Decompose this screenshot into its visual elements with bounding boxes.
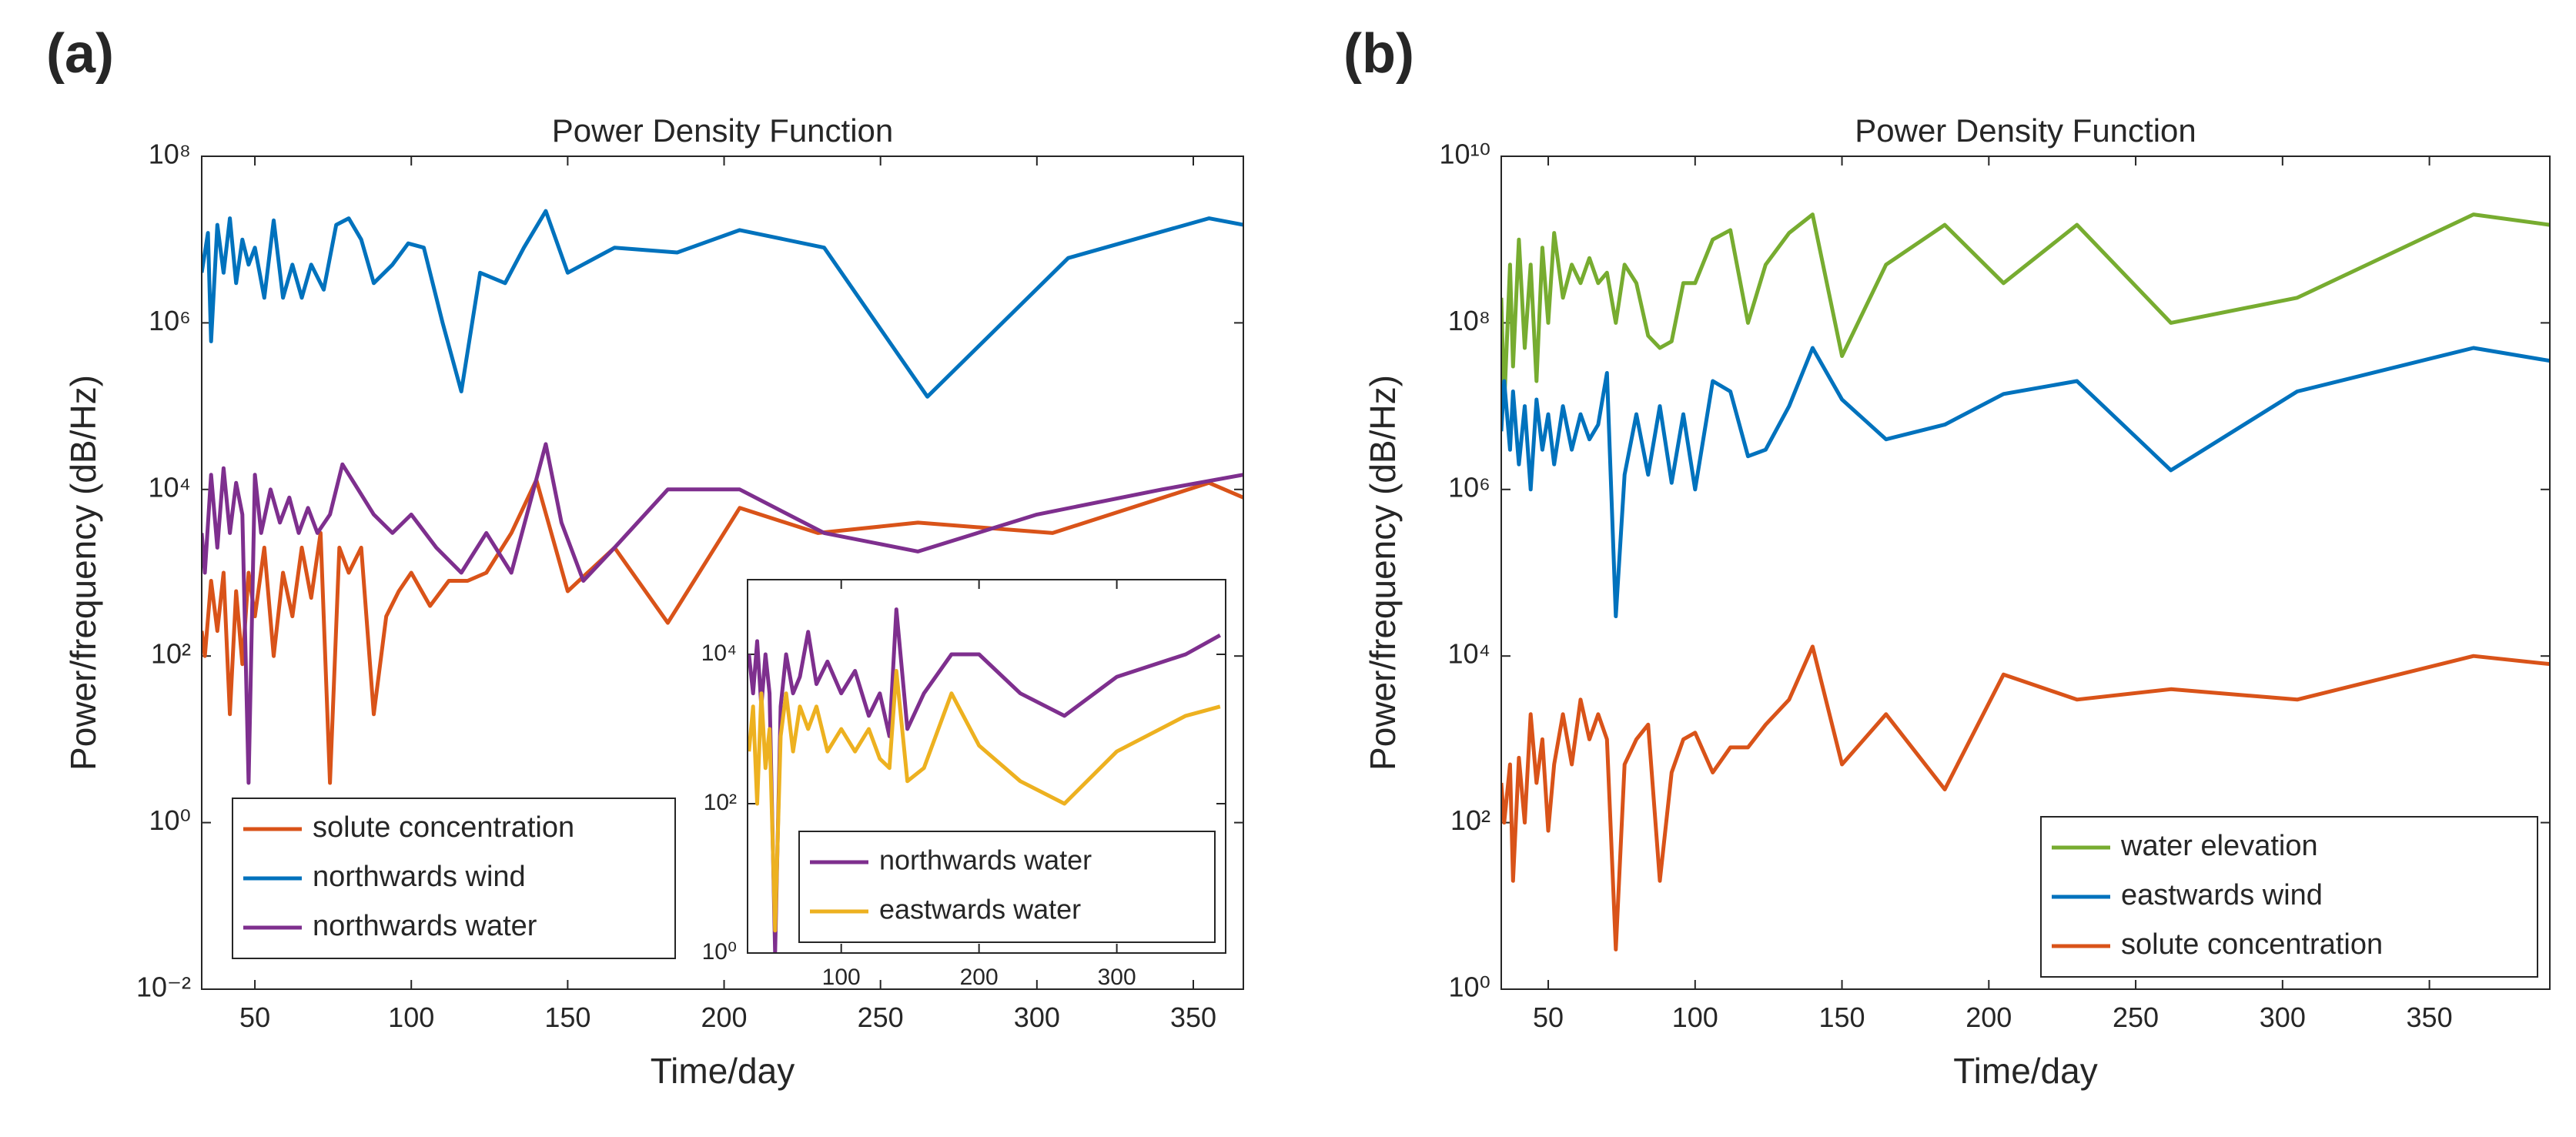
legend-box (798, 831, 1216, 943)
x-tick-label: 350 (1170, 1002, 1216, 1033)
series-line (202, 478, 1243, 785)
series-group (1501, 212, 2550, 951)
legend-label: eastwards water (879, 894, 1081, 925)
x-tick-label: 300 (2260, 1002, 2306, 1033)
y-tick-label: 10¹⁰ (1440, 139, 1490, 170)
x-tick-label: 250 (2113, 1002, 2159, 1033)
legend-box (232, 798, 676, 959)
y-tick-label: 10⁻² (136, 971, 191, 1003)
y-tick-label: 10⁶ (1448, 471, 1490, 503)
legend: northwards water eastwards water (798, 831, 1216, 943)
x-tick-label: 150 (544, 1002, 590, 1033)
x-tick-label: 300 (1098, 965, 1136, 990)
chart: 100 200 300 10⁰ 10² 10⁴ northwards water eastwa… (701, 579, 1226, 990)
y-tick-label: 10² (1450, 804, 1490, 836)
x-tick-label: 100 (1672, 1002, 1718, 1033)
series-line (1501, 346, 2550, 619)
y-tick-label: 10⁰ (1449, 971, 1490, 1003)
y-axis-label: Power/frequency (dB/Hz) (1363, 375, 1403, 771)
y-tick-label: 10⁴ (1447, 638, 1490, 670)
panel-label: (b) (1343, 23, 1414, 85)
legend: solute concentration northwards wind north… (232, 798, 676, 959)
series-group (748, 607, 1222, 953)
y-tick-label: 10² (151, 638, 191, 670)
legend-label: water elevation (2120, 830, 2318, 862)
y-tick-label: 10⁰ (149, 804, 191, 836)
x-tick-label: 200 (701, 1002, 747, 1033)
x-tick-label: 50 (239, 1002, 270, 1033)
series-line (748, 669, 1221, 933)
series-line (202, 209, 1243, 399)
legend: water elevation eastwards wind solute conc… (2040, 816, 2538, 978)
series-line (202, 442, 1243, 785)
series-line (1501, 212, 2550, 409)
y-tick-label: 10⁶ (149, 305, 191, 336)
x-tick-label: 200 (1965, 1002, 2012, 1033)
y-tick-label: 10⁴ (701, 640, 737, 666)
x-tick-label: 150 (1819, 1002, 1865, 1033)
x-tick-label: 300 (1014, 1002, 1060, 1033)
x-tick-label: 100 (822, 965, 861, 990)
x-tick-label: 200 (960, 965, 999, 990)
y-tick-label: 10⁴ (148, 471, 191, 503)
axes-box (747, 579, 1226, 954)
chart: Power Density Function Time/day Power/freq… (46, 23, 1244, 1091)
axes-box (201, 156, 1244, 990)
y-tick-label: 10⁰ (702, 939, 737, 965)
y-axis-label: Power/frequency (dB/Hz) (63, 375, 103, 771)
x-tick-label: 50 (1533, 1002, 1564, 1033)
x-tick-label: 250 (858, 1002, 904, 1033)
x-tick-label: 350 (2407, 1002, 2453, 1033)
axes-box (1500, 156, 2551, 990)
legend-label: solute concentration (313, 811, 574, 844)
y-tick-label: 10⁸ (1448, 305, 1490, 336)
legend-label: northwards water (313, 910, 537, 942)
legend-label: eastwards wind (2121, 879, 2323, 911)
x-axis-label: Time/day (651, 1051, 795, 1091)
legend-label: northwards wind (313, 861, 526, 893)
chart-title: Power Density Function (1855, 112, 2196, 149)
x-axis-label: Time/day (1953, 1051, 2097, 1091)
legend-label: northwards water (879, 844, 1092, 876)
y-tick-label: 10² (704, 790, 737, 815)
x-tick-label: 100 (388, 1002, 434, 1033)
y-tick-label: 10⁸ (149, 139, 191, 170)
legend-label: solute concentration (2121, 928, 2383, 961)
series-line (748, 607, 1222, 953)
chart: Power Density Function Time/day Power/freq… (1343, 23, 2551, 1091)
series-group (202, 209, 1243, 785)
series-line (1501, 644, 2550, 951)
legend-box (2040, 816, 2538, 978)
chart-title: Power Density Function (552, 112, 894, 149)
panel-label: (a) (46, 23, 114, 85)
